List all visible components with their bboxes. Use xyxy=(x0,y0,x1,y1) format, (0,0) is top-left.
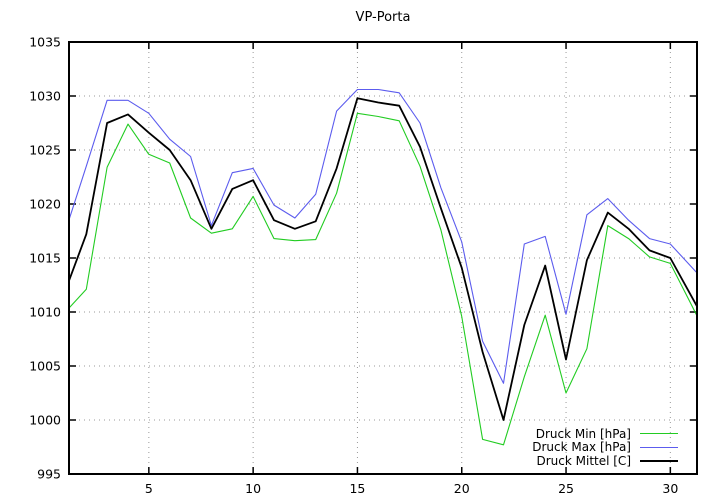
y-tick-label: 1005 xyxy=(29,359,61,374)
legend-line-sample-druck-mittel xyxy=(640,459,678,462)
y-tick-label: 1030 xyxy=(29,89,61,104)
plot-border xyxy=(68,41,698,475)
x-tick-label: 25 xyxy=(558,481,574,496)
chart-title: VP-Porta xyxy=(355,10,411,25)
y-tick-label: 1010 xyxy=(29,305,61,320)
x-tick-label: 30 xyxy=(662,481,678,496)
series-line-druck-max-hpa xyxy=(69,88,697,384)
legend-label-druck-min: Druck Min [hPa] xyxy=(535,426,631,441)
legend-label-druck-mittel: Druck Mittel [C] xyxy=(536,453,631,468)
x-tick-label: 15 xyxy=(349,481,365,496)
chart-legend: Druck Min [hPa] Druck Max [hPa] Druck Mi… xyxy=(532,427,678,468)
series-line-druck-min-hpa xyxy=(69,112,697,446)
y-tick-label: 995 xyxy=(37,467,61,482)
legend-item-druck-mittel: Druck Mittel [C] xyxy=(536,454,678,468)
y-tick-label: 1020 xyxy=(29,197,61,212)
y-tick-label: 1015 xyxy=(29,251,61,266)
legend-label-druck-max: Druck Max [hPa] xyxy=(532,440,631,455)
legend-item-druck-min: Druck Min [hPa] xyxy=(536,427,678,441)
series-line-druck-mittel-c xyxy=(69,97,697,421)
y-tick-label: 1000 xyxy=(29,413,61,428)
x-tick-label: 20 xyxy=(454,481,470,496)
y-tick-label: 1035 xyxy=(29,35,61,50)
x-tick-label: 5 xyxy=(145,481,153,496)
legend-line-sample-druck-max xyxy=(640,446,678,448)
legend-item-druck-max: Druck Max [hPa] xyxy=(532,440,678,455)
legend-line-sample-druck-min xyxy=(640,433,678,435)
y-tick-label: 1025 xyxy=(29,143,61,158)
x-tick-label: 10 xyxy=(245,481,261,496)
